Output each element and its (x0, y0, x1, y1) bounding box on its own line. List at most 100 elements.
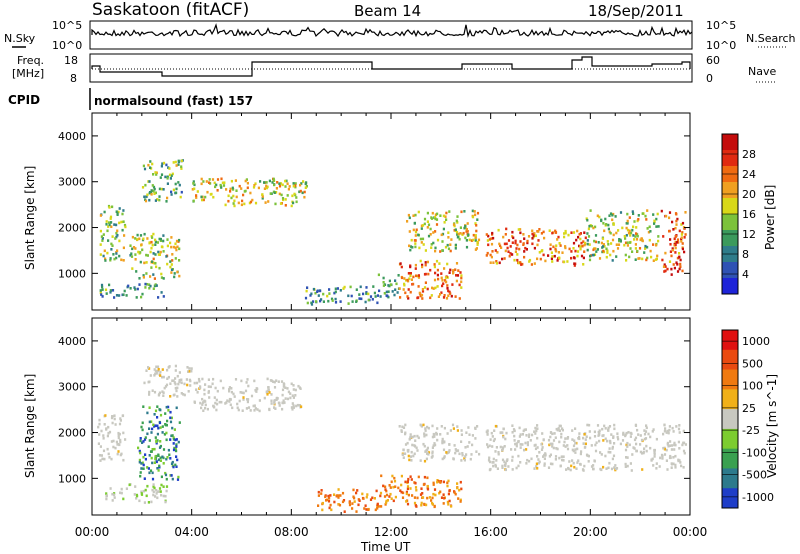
data-cell (118, 422, 122, 426)
data-cell (204, 403, 207, 407)
data-cell (272, 380, 275, 383)
noise-search-label: N.Search (746, 32, 796, 45)
data-cell (593, 430, 596, 434)
data-cell (633, 220, 636, 223)
x-tick-label: 00:00 (673, 525, 708, 539)
scatter-region-6 (379, 474, 463, 509)
data-cell (138, 499, 141, 503)
data-cell (430, 243, 433, 246)
data-cell (624, 448, 628, 452)
data-cell (515, 442, 518, 445)
data-cell (485, 254, 488, 257)
data-cell (162, 239, 165, 243)
data-cell (229, 403, 232, 407)
data-cell (628, 255, 631, 259)
data-cell (504, 233, 507, 236)
data-cell (492, 236, 495, 240)
data-cell (135, 270, 138, 273)
data-cell (136, 494, 139, 498)
data-cell (629, 247, 632, 250)
data-cell (412, 454, 415, 458)
data-cell (680, 237, 683, 241)
data-cell (158, 187, 161, 191)
data-cell (584, 438, 587, 441)
y-tick-label: 2000 (58, 222, 86, 235)
data-cell (533, 430, 536, 433)
data-cell (101, 288, 104, 291)
data-cell (204, 383, 207, 386)
data-cell (646, 245, 649, 249)
colorbar-swatch (722, 134, 738, 151)
data-cell (535, 462, 538, 466)
data-cell (496, 251, 499, 254)
data-cell (625, 443, 628, 447)
colorbar-tick-label: 12 (742, 228, 756, 241)
data-cell (528, 433, 531, 436)
data-cell (253, 184, 256, 187)
data-cell (317, 294, 320, 297)
data-cell (294, 185, 297, 189)
data-cell (434, 443, 437, 447)
data-cell (582, 442, 585, 445)
data-cell (149, 160, 152, 163)
data-cell (238, 399, 241, 403)
data-cell (355, 300, 358, 303)
data-cell (327, 499, 331, 503)
data-cell (298, 190, 301, 194)
data-cell (503, 242, 506, 246)
data-cell (109, 257, 112, 260)
data-cell (284, 386, 287, 389)
data-cell (148, 393, 151, 396)
data-cell (252, 404, 255, 408)
data-cell (651, 457, 654, 461)
freq-tick-top: 18 (64, 54, 78, 67)
data-cell (668, 425, 671, 428)
data-cell (320, 492, 323, 495)
data-cell (269, 192, 272, 195)
data-cell (598, 215, 601, 219)
data-cell (429, 268, 432, 272)
data-cell (591, 253, 594, 257)
data-cell (674, 226, 677, 230)
data-cell (141, 248, 144, 252)
data-cell (150, 420, 153, 423)
data-cell (219, 183, 222, 187)
data-cell (155, 441, 158, 445)
data-cell (174, 160, 177, 164)
data-cell (600, 218, 603, 222)
data-cell (455, 262, 459, 265)
data-cell (174, 438, 177, 442)
data-cell (153, 374, 156, 377)
data-cell (117, 210, 120, 214)
data-cell (531, 237, 534, 240)
data-cell (213, 405, 216, 409)
data-cell (154, 455, 157, 458)
data-cell (676, 238, 680, 241)
data-cell (489, 438, 492, 441)
data-cell (458, 452, 461, 456)
data-cell (442, 448, 446, 452)
data-cell (208, 181, 211, 184)
data-cell (662, 446, 665, 450)
data-cell (571, 448, 574, 452)
data-cell (157, 369, 160, 373)
data-cell (583, 446, 586, 449)
data-cell (148, 180, 151, 183)
data-cell (300, 405, 303, 408)
data-cell (456, 233, 459, 236)
data-cell (409, 487, 412, 490)
data-cell (355, 491, 358, 495)
data-cell (566, 447, 570, 451)
data-cell (616, 247, 620, 250)
data-cell (180, 159, 183, 163)
data-cell (453, 491, 456, 494)
data-cell (409, 433, 412, 436)
data-cell (255, 387, 258, 390)
data-cell (551, 231, 554, 235)
data-cell (672, 263, 675, 266)
data-cell (375, 489, 378, 493)
data-cell (446, 484, 449, 488)
data-cell (414, 481, 417, 485)
